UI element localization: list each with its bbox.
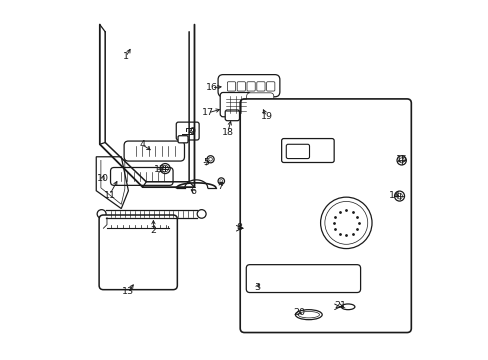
Text: 8: 8 [236, 222, 242, 231]
FancyBboxPatch shape [124, 141, 184, 161]
Text: 19: 19 [260, 112, 272, 121]
FancyBboxPatch shape [281, 139, 333, 162]
FancyBboxPatch shape [110, 167, 173, 185]
Text: 15: 15 [396, 155, 407, 164]
FancyBboxPatch shape [218, 75, 279, 97]
FancyBboxPatch shape [99, 215, 177, 290]
Text: 20: 20 [292, 309, 304, 318]
Text: 14: 14 [388, 190, 401, 199]
FancyBboxPatch shape [237, 82, 245, 91]
Text: 9: 9 [189, 127, 195, 136]
Text: 1: 1 [122, 52, 129, 61]
FancyBboxPatch shape [227, 82, 235, 91]
FancyBboxPatch shape [178, 136, 188, 143]
Text: 5: 5 [203, 158, 209, 167]
Text: 2: 2 [150, 226, 156, 235]
FancyBboxPatch shape [266, 82, 274, 91]
Text: 18: 18 [221, 128, 233, 137]
FancyBboxPatch shape [285, 144, 309, 158]
FancyBboxPatch shape [225, 110, 239, 121]
Text: 10: 10 [97, 175, 108, 184]
Text: 6: 6 [190, 187, 196, 196]
Text: 12: 12 [154, 166, 165, 175]
Text: 3: 3 [253, 283, 260, 292]
Text: 7: 7 [217, 182, 223, 191]
Text: 16: 16 [205, 83, 217, 92]
FancyBboxPatch shape [246, 93, 273, 120]
FancyBboxPatch shape [176, 122, 199, 140]
Text: 4: 4 [140, 140, 145, 149]
FancyBboxPatch shape [256, 82, 264, 91]
FancyBboxPatch shape [248, 95, 271, 117]
FancyBboxPatch shape [246, 82, 255, 91]
FancyBboxPatch shape [240, 99, 410, 333]
FancyBboxPatch shape [246, 265, 360, 293]
Text: 17: 17 [202, 108, 214, 117]
FancyBboxPatch shape [220, 93, 250, 117]
Text: 13: 13 [122, 287, 134, 296]
Text: 11: 11 [103, 190, 115, 199]
Text: 21: 21 [334, 301, 346, 310]
